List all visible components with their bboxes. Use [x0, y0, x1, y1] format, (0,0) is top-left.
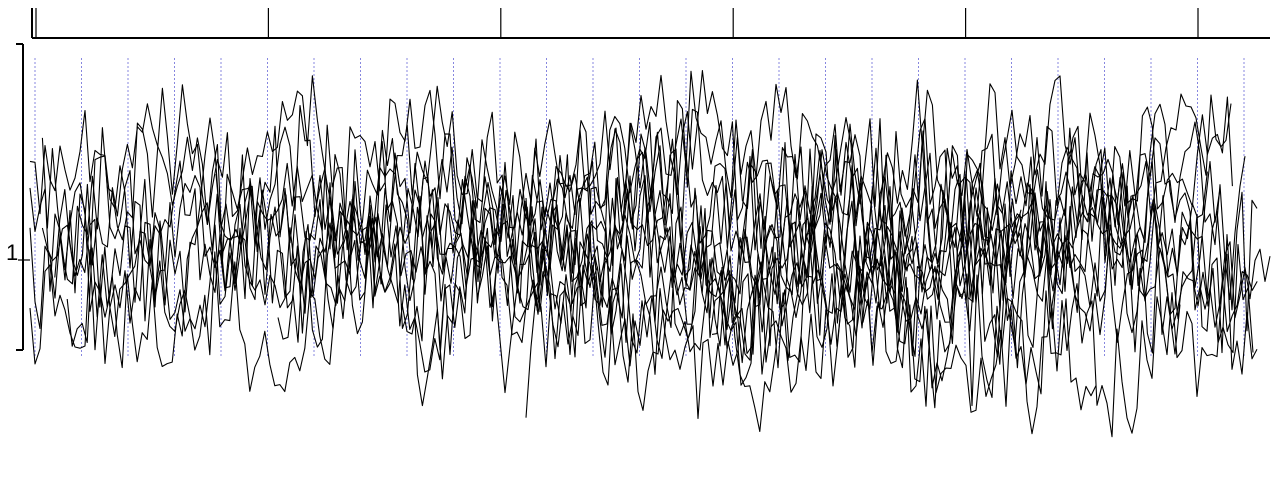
trace-series-1: [29, 109, 1246, 357]
axes: 1: [6, 8, 1270, 351]
trace-series-4: [41, 70, 1208, 354]
traces: [29, 70, 1271, 438]
trace-series-14: [401, 109, 1258, 359]
trace-series-10: [277, 125, 1254, 420]
trace-series-13: [215, 74, 1022, 322]
trace-series-7: [66, 85, 1258, 369]
y-tick-label-1: 1: [6, 240, 18, 265]
trace-series-12: [711, 149, 1258, 438]
trace-series-8: [525, 70, 1232, 324]
trace-series-9: [525, 205, 1097, 418]
